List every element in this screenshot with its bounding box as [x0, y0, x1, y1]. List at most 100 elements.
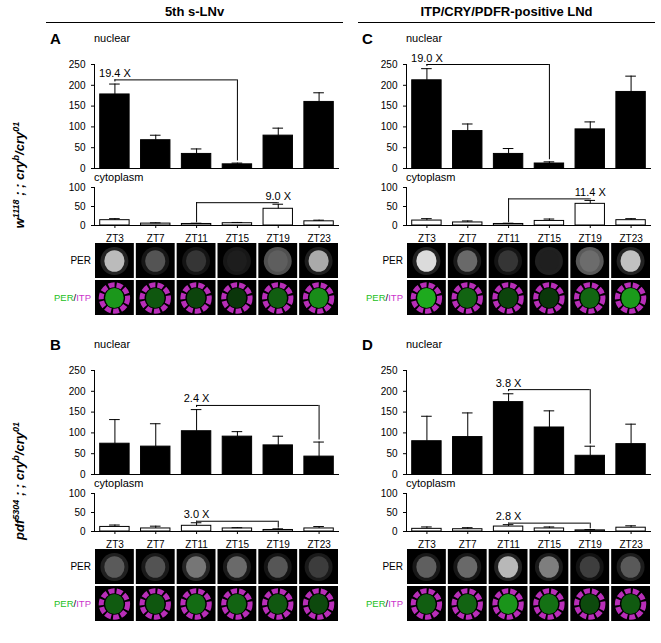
svg-text:ZT15: ZT15	[538, 233, 562, 244]
html-text:cytoplasm: cytoplasm	[94, 477, 144, 489]
html-text:01: 01	[11, 422, 21, 433]
svg-text:ZT19: ZT19	[267, 233, 291, 244]
svg-text:0: 0	[392, 220, 398, 231]
svg-text:ZT11: ZT11	[185, 539, 208, 550]
html-text:; ; cry: ; ; cry	[12, 160, 28, 200]
svg-text:200: 200	[381, 80, 398, 91]
svg-text:200: 200	[381, 386, 398, 397]
html-text:1118: 1118	[11, 199, 21, 219]
svg-text:2.8 X: 2.8 X	[496, 510, 522, 522]
html-text:nuclear: nuclear	[406, 338, 443, 350]
svg-text:200: 200	[69, 386, 86, 397]
svg-text:ZT23: ZT23	[619, 539, 643, 550]
svg-text:0: 0	[392, 469, 398, 480]
svg-text:ZT11: ZT11	[497, 233, 520, 244]
svg-text:PER/ITP: PER/ITP	[54, 598, 91, 609]
svg-text:150: 150	[381, 100, 398, 111]
svg-text:100: 100	[69, 427, 86, 438]
svg-text:250: 250	[69, 365, 86, 376]
svg-text:9.0 X: 9.0 X	[265, 190, 291, 202]
html-text:pdf: pdf	[12, 519, 28, 540]
html-text:cytoplasm: cytoplasm	[406, 477, 456, 489]
html-text:w: w	[12, 218, 28, 229]
svg-text:ZT23: ZT23	[619, 233, 643, 244]
svg-text:100: 100	[69, 182, 86, 193]
svg-text:ZT3: ZT3	[418, 233, 436, 244]
html-text:A: A	[50, 30, 61, 47]
html-text:01: 01	[11, 121, 21, 132]
svg-text:ZT23: ZT23	[307, 539, 331, 550]
html-text:/cry: /cry	[12, 131, 28, 155]
html-text:nuclear: nuclear	[94, 32, 131, 44]
svg-text:ZT7: ZT7	[459, 539, 477, 550]
svg-text:19.4 X: 19.4 X	[99, 67, 131, 79]
svg-text:100: 100	[381, 427, 398, 438]
svg-text:0: 0	[80, 526, 86, 537]
svg-text:ZT7: ZT7	[459, 233, 477, 244]
html-text:; ; cry: ; ; cry	[12, 460, 28, 500]
svg-text:0: 0	[80, 220, 86, 231]
html-text:nuclear: nuclear	[94, 338, 131, 350]
svg-text:100: 100	[69, 121, 86, 132]
svg-text:0: 0	[392, 163, 398, 174]
svg-text:150: 150	[69, 406, 86, 417]
svg-text:19.0 X: 19.0 X	[411, 52, 443, 64]
svg-text:ZT23: ZT23	[307, 233, 331, 244]
svg-text:PER/ITP: PER/ITP	[54, 292, 91, 303]
svg-text:100: 100	[381, 488, 398, 499]
svg-text:250: 250	[381, 59, 398, 70]
html-text:cytoplasm: cytoplasm	[406, 171, 456, 183]
svg-text:50: 50	[74, 201, 86, 212]
svg-text:100: 100	[69, 488, 86, 499]
svg-text:11.4 X: 11.4 X	[575, 186, 607, 198]
svg-text:0: 0	[80, 469, 86, 480]
svg-text:ZT3: ZT3	[106, 539, 124, 550]
html-text:5304: 5304	[11, 499, 21, 520]
html-text:/cry: /cry	[12, 432, 28, 456]
svg-text:50: 50	[74, 142, 86, 153]
svg-text:0: 0	[80, 163, 86, 174]
svg-text:150: 150	[381, 406, 398, 417]
svg-text:250: 250	[381, 365, 398, 376]
svg-text:3.0 X: 3.0 X	[184, 508, 210, 520]
html-text:D: D	[362, 336, 373, 353]
html-text:C: C	[362, 30, 373, 47]
html-text:5th s-LNv: 5th s-LNv	[164, 4, 225, 19]
html-text:nuclear: nuclear	[406, 32, 443, 44]
svg-text:50: 50	[386, 507, 398, 518]
svg-text:ZT15: ZT15	[538, 539, 562, 550]
svg-text:ZT19: ZT19	[579, 539, 603, 550]
svg-text:0: 0	[392, 526, 398, 537]
svg-text:PER: PER	[382, 561, 403, 572]
svg-text:50: 50	[74, 448, 86, 459]
svg-text:ZT3: ZT3	[418, 539, 436, 550]
svg-text:ZT19: ZT19	[579, 233, 603, 244]
svg-text:3.8 X: 3.8 X	[496, 377, 522, 389]
svg-text:50: 50	[386, 142, 398, 153]
svg-text:150: 150	[69, 100, 86, 111]
svg-text:PER/ITP: PER/ITP	[366, 598, 403, 609]
html-text:cytoplasm: cytoplasm	[94, 171, 144, 183]
svg-text:ZT11: ZT11	[185, 233, 208, 244]
svg-text:ZT19: ZT19	[267, 539, 291, 550]
svg-text:ZT7: ZT7	[147, 539, 165, 550]
svg-text:ZT3: ZT3	[106, 233, 124, 244]
svg-text:50: 50	[386, 201, 398, 212]
svg-text:50: 50	[386, 448, 398, 459]
svg-text:50: 50	[74, 507, 86, 518]
svg-text:ZT11: ZT11	[497, 539, 520, 550]
svg-text:PER: PER	[70, 561, 91, 572]
html-text:ITP/CRY/PDFR-positive LNd: ITP/CRY/PDFR-positive LNd	[420, 4, 593, 19]
svg-text:ZT7: ZT7	[147, 233, 165, 244]
svg-text:ZT15: ZT15	[226, 233, 250, 244]
html-text:B: B	[50, 336, 61, 353]
svg-text:200: 200	[69, 80, 86, 91]
svg-text:PER/ITP: PER/ITP	[366, 292, 403, 303]
svg-text:100: 100	[381, 121, 398, 132]
svg-text:ZT15: ZT15	[226, 539, 250, 550]
svg-text:100: 100	[381, 182, 398, 193]
svg-text:2.4 X: 2.4 X	[184, 392, 210, 404]
svg-text:PER: PER	[70, 255, 91, 266]
svg-text:250: 250	[69, 59, 86, 70]
svg-text:PER: PER	[382, 255, 403, 266]
